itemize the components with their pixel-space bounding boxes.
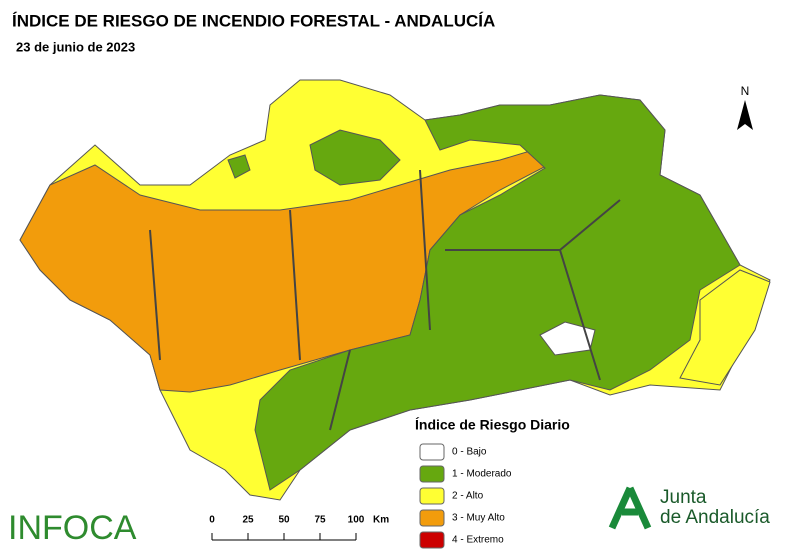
legend-label: 0 - Bajo [452, 447, 487, 458]
date: 23 de junio de 2023 [16, 39, 135, 54]
junta-text: de Andalucía [660, 507, 770, 528]
region-green-small [227, 154, 251, 179]
north-label: N [741, 84, 750, 98]
scale-bar: 0 25 50 75 100 Km [209, 515, 389, 541]
region-green [254, 94, 741, 491]
legend-label: 4 - Extremo [452, 535, 504, 546]
junta-mark [608, 486, 652, 530]
legend-label: 3 - Muy Alto [452, 513, 505, 524]
province-borders [149, 169, 621, 431]
legend-swatch [419, 465, 445, 483]
scale-label: 75 [314, 515, 326, 526]
scale-label: 100 [348, 515, 365, 526]
junta-text: Junta [660, 487, 707, 508]
legend-swatch [419, 509, 445, 527]
title: ÍNDICE DE RIESGO DE INCENDIO FORESTAL - … [12, 11, 495, 30]
legend-swatch [419, 531, 445, 549]
map [19, 79, 771, 501]
region-yellow-east [679, 269, 771, 386]
scale-label: 0 [209, 515, 215, 526]
legend-label: 2 - Alto [452, 491, 484, 502]
scale-unit: Km [373, 515, 389, 526]
legend: 0 - Bajo 1 - Moderado 2 - Alto 3 - Muy Alto… [419, 443, 512, 549]
scale-label: 50 [278, 515, 290, 526]
legend-swatch [419, 487, 445, 505]
legend-title: Índice de Riesgo Diario [415, 417, 570, 433]
infoca-logo: INFOCA [8, 509, 137, 547]
scale-label: 25 [242, 515, 254, 526]
region-green-north [309, 129, 401, 186]
legend-swatch [419, 443, 445, 461]
north-arrow: N [737, 84, 753, 130]
region-white [539, 321, 596, 356]
junta-logo: Junta de Andalucía [608, 486, 770, 530]
legend-label: 1 - Moderado [452, 469, 512, 480]
north-arrow-shape [737, 100, 753, 130]
